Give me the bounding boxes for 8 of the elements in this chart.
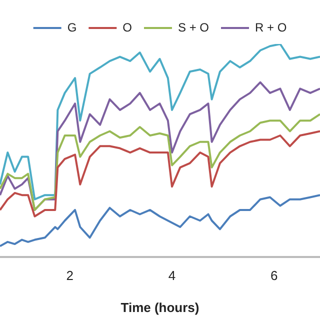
legend-label: S + O [178, 20, 210, 34]
legend-label: O [122, 20, 132, 34]
x-axis-title: Time (hours) [120, 300, 200, 315]
legend-label: R + O [255, 20, 287, 34]
x-tick-label: 4 [168, 268, 176, 284]
x-tick-label: 6 [270, 268, 278, 284]
x-tick-label: 2 [66, 268, 74, 284]
legend-label: G [67, 20, 77, 34]
